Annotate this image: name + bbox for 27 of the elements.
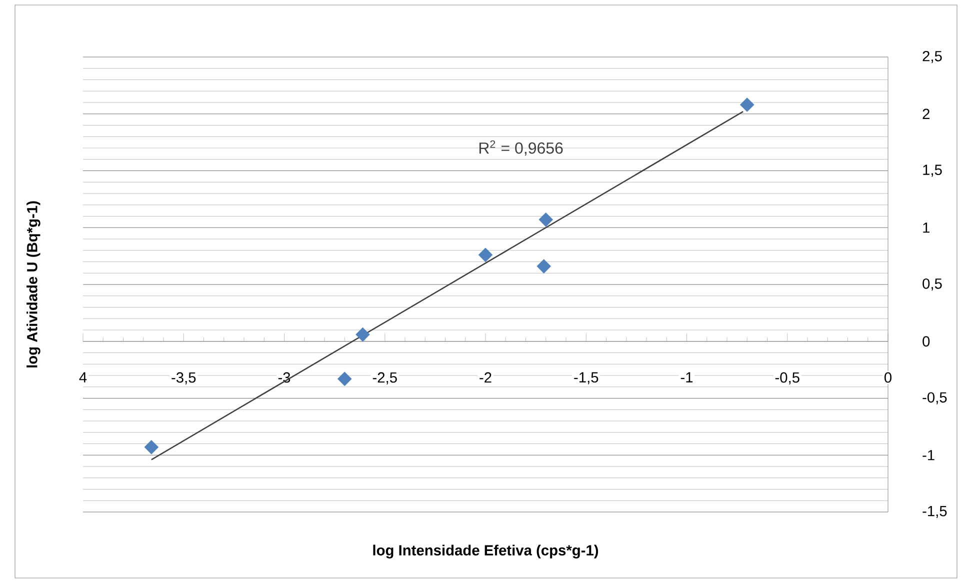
y-tick-label: -0,5 [922,392,947,404]
x-tick-label: -1,5 [574,372,598,384]
y-tick-label: 0 [922,336,930,347]
x-tick-label: 0 [884,372,892,383]
y-tick-label: 2 [922,108,930,119]
y-tick-label: 0,5 [922,278,942,291]
x-axis-title: log Intensidade Efetiva (cps*g-1) [373,544,598,558]
x-tick-label: -2 [480,372,492,383]
y-tick-label: 1,5 [923,164,942,177]
x-tick-label: 4 [79,372,87,382]
y-tick-label: -1,5 [922,506,947,518]
annotation: R$^{2}$ = 0,9656 [479,140,563,156]
x-tick-label: -2,5 [372,372,397,384]
y-tick-label: -1 [922,450,934,460]
x-tick-label: -3,5 [172,372,196,384]
x-tick-label: -1 [680,372,693,382]
y-axis-title: log Atividade U (Bq*g-1) [26,201,40,368]
point [538,212,553,227]
point [740,98,754,112]
y-tick-label: 2,5 [922,50,942,64]
point [338,372,352,386]
point [536,259,551,274]
point [478,248,493,262]
point [144,440,158,454]
x-tick-label: -0,5 [775,372,800,384]
y-tick-label: 1 [923,222,930,233]
point [356,327,370,342]
